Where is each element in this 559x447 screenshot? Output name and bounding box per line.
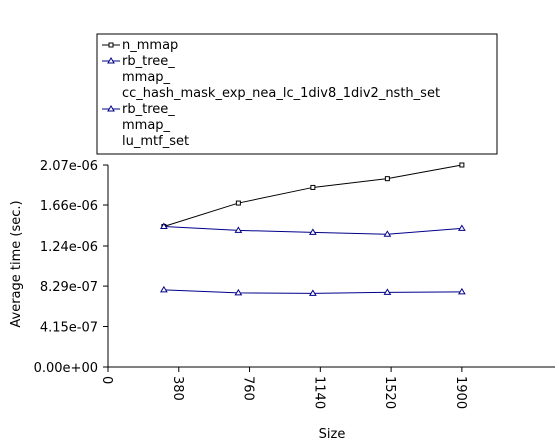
legend-label: n_mmap [122, 38, 178, 53]
data-point [384, 176, 390, 182]
data-point [308, 228, 317, 235]
series-3 [159, 285, 466, 296]
data-point [234, 226, 243, 233]
data-point [234, 288, 243, 296]
y-tick-label: 8.29e-07 [40, 280, 98, 295]
x-tick-label: 1900 [453, 376, 468, 409]
legend-label: mmap_ [122, 118, 171, 133]
series-layer [159, 162, 466, 296]
y-tick-label: 4.15e-07 [40, 321, 98, 336]
legend-entry: rb_tree_mmap_lu_mtf_set [102, 102, 189, 149]
legend-marker [107, 105, 115, 112]
data-point [235, 200, 241, 206]
y-axis-title: Average time (sec.) [9, 200, 24, 327]
data-point [310, 184, 316, 190]
legend: n_mmaprb_tree_mmap_cc_hash_mask_exp_nea_… [96, 33, 498, 155]
y-tick-label: 0.00e+00 [34, 361, 98, 376]
series-line [163, 164, 462, 227]
legend-marker [108, 42, 114, 48]
legend-box [96, 33, 498, 155]
legend-label: rb_tree_ [122, 102, 175, 117]
data-point [459, 162, 465, 168]
data-point [383, 230, 392, 237]
series-2 [159, 222, 466, 237]
axes: 0.00e+00 4.15e-07 8.29e-07 1.24e-06 1.66e-06… [34, 159, 555, 409]
data-point [159, 285, 168, 293]
data-point [308, 289, 317, 296]
data-point [457, 287, 466, 295]
data-point [159, 222, 168, 229]
legend-label: rb_tree_ [122, 54, 175, 69]
legend-entry: rb_tree_mmap_cc_hash_mask_exp_nea_lc_1di… [102, 54, 440, 101]
x-tick-label: 0 [99, 376, 114, 384]
legend-marker [107, 57, 115, 64]
data-point [457, 224, 466, 231]
x-tick-label: 760 [241, 376, 256, 401]
x-tick-label: 1520 [382, 376, 397, 409]
x-tick-label: 380 [170, 376, 185, 401]
y-tick-label: 1.24e-06 [40, 240, 98, 255]
legend-label: mmap_ [122, 70, 171, 85]
legend-entry: n_mmap [102, 38, 178, 53]
data-point [383, 288, 392, 295]
y-tick-label: 1.66e-06 [40, 199, 98, 214]
legend-label: lu_mtf_set [122, 134, 189, 149]
y-tick-label: 2.07e-06 [40, 159, 98, 174]
x-axis-title: Size [319, 427, 346, 442]
legend-label: cc_hash_mask_exp_nea_lc_1div8_1div2_nsth… [122, 86, 440, 101]
series-1 [161, 162, 465, 229]
x-tick-label: 1140 [311, 376, 326, 409]
